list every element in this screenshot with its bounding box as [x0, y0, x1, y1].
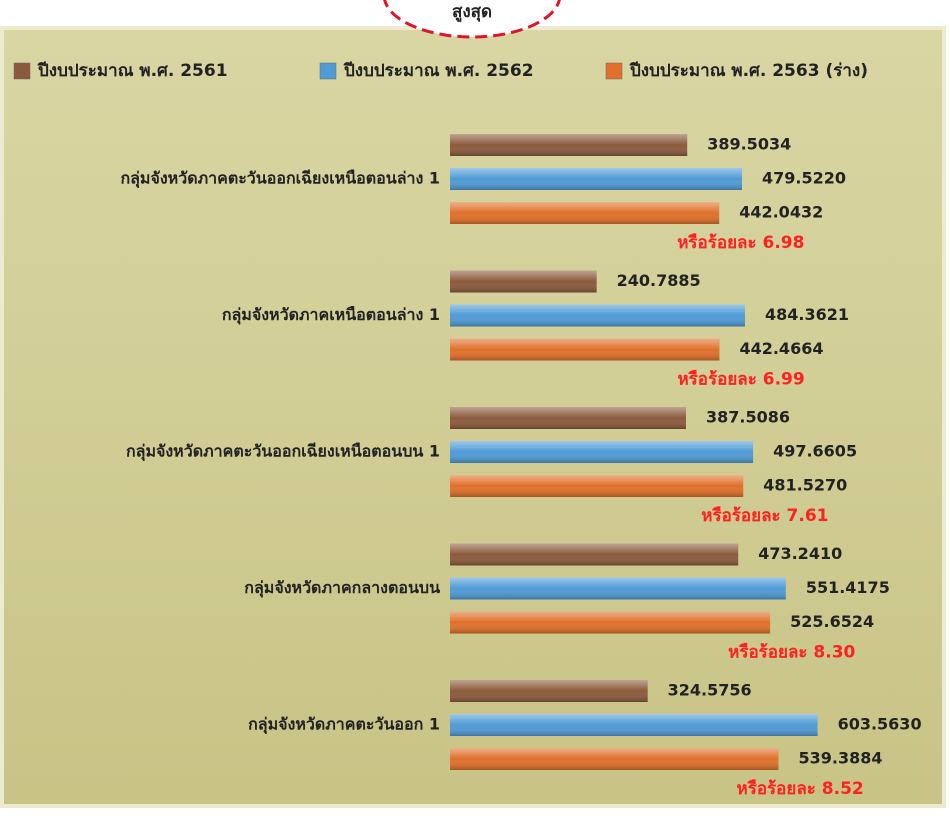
legend-label: ปีงบประมาณ พ.ศ. 2562 — [343, 60, 533, 81]
category-label: กลุ่มจังหวัดภาคกลางตอนบน — [244, 578, 440, 598]
value-label: 484.3621 — [765, 305, 849, 324]
bar-shine — [450, 270, 597, 293]
value-label: 389.5034 — [707, 135, 791, 154]
bar-shine — [450, 338, 720, 361]
callout-text: สูงสุด — [452, 2, 492, 23]
callout-bubble — [383, 0, 561, 39]
value-label: 525.6524 — [790, 612, 874, 631]
annotation: หรือร้อยละ 8.52 — [736, 778, 863, 799]
value-label: 481.5270 — [763, 476, 847, 495]
bar-shine — [450, 577, 786, 600]
legend-label: ปีงบประมาณ พ.ศ. 2561 — [37, 60, 227, 81]
value-label: 479.5220 — [762, 169, 846, 188]
bar-shine — [450, 611, 771, 634]
bar-shine — [450, 543, 739, 566]
annotation: หรือร้อยละ 8.30 — [728, 642, 855, 663]
value-label: 539.3884 — [798, 749, 882, 768]
legend-swatch — [13, 62, 31, 80]
bar-shine — [450, 202, 720, 224]
legend-swatch — [319, 62, 337, 80]
category-label: กลุ่มจังหวัดภาคเหนือตอนล่าง 1 — [222, 305, 440, 325]
value-label: 603.5630 — [838, 715, 922, 734]
bar-shine — [450, 475, 744, 497]
bar-shine — [450, 680, 648, 702]
value-label: 551.4175 — [806, 578, 890, 597]
value-label: 442.4664 — [739, 339, 823, 358]
value-label: 240.7885 — [617, 271, 701, 290]
bar-shine — [450, 441, 754, 463]
bar-shine — [450, 304, 745, 327]
value-label: 473.2410 — [758, 544, 842, 563]
category-label: กลุ่มจังหวัดภาคตะวันออก 1 — [248, 715, 440, 735]
bar-shine — [450, 134, 688, 156]
annotation: หรือร้อยละ 6.99 — [677, 369, 804, 390]
legend-label: ปีงบประมาณ พ.ศ. 2563 (ร่าง) — [629, 60, 868, 81]
bar-shine — [450, 714, 818, 736]
annotation: หรือร้อยละ 6.98 — [677, 232, 804, 253]
value-label: 497.6605 — [773, 442, 857, 461]
annotation: หรือร้อยละ 7.61 — [701, 505, 828, 526]
bar-shine — [450, 168, 743, 190]
legend-swatch — [605, 62, 623, 80]
category-label: กลุ่มจังหวัดภาคตะวันออกเฉียงเหนือตอนล่าง… — [120, 169, 440, 189]
value-label: 442.0432 — [739, 203, 823, 222]
value-label: 387.5086 — [706, 408, 790, 427]
category-label: กลุ่มจังหวัดภาคตะวันออกเฉียงเหนือตอนบน 1 — [126, 442, 440, 462]
bar-shine — [450, 407, 686, 429]
value-label: 324.5756 — [668, 681, 752, 700]
bar-shine — [450, 748, 779, 770]
